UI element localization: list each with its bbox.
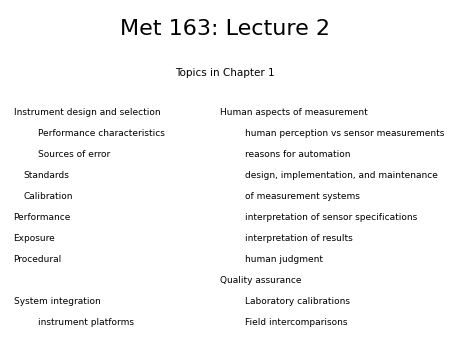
Text: Quality assurance: Quality assurance [220, 276, 302, 285]
Text: Instrument design and selection: Instrument design and selection [14, 108, 160, 117]
Text: Laboratory calibrations: Laboratory calibrations [245, 297, 350, 306]
Text: Performance characteristics: Performance characteristics [38, 129, 165, 138]
Text: instrument platforms: instrument platforms [38, 318, 134, 327]
Text: Human aspects of measurement: Human aspects of measurement [220, 108, 368, 117]
Text: design, implementation, and maintenance: design, implementation, and maintenance [245, 171, 438, 180]
Text: Sources of error: Sources of error [38, 150, 111, 159]
Text: reasons for automation: reasons for automation [245, 150, 351, 159]
Text: Exposure: Exposure [14, 234, 55, 243]
Text: Met 163: Lecture 2: Met 163: Lecture 2 [120, 19, 330, 39]
Text: Topics in Chapter 1: Topics in Chapter 1 [175, 68, 275, 78]
Text: interpretation of results: interpretation of results [245, 234, 353, 243]
Text: Calibration: Calibration [23, 192, 73, 201]
Text: human judgment: human judgment [245, 255, 323, 264]
Text: Procedural: Procedural [14, 255, 62, 264]
Text: Field intercomparisons: Field intercomparisons [245, 318, 348, 327]
Text: Standards: Standards [23, 171, 69, 180]
Text: human perception vs sensor measurements: human perception vs sensor measurements [245, 129, 445, 138]
Text: interpretation of sensor specifications: interpretation of sensor specifications [245, 213, 418, 222]
Text: of measurement systems: of measurement systems [245, 192, 360, 201]
Text: System integration: System integration [14, 297, 100, 306]
Text: Performance: Performance [14, 213, 71, 222]
